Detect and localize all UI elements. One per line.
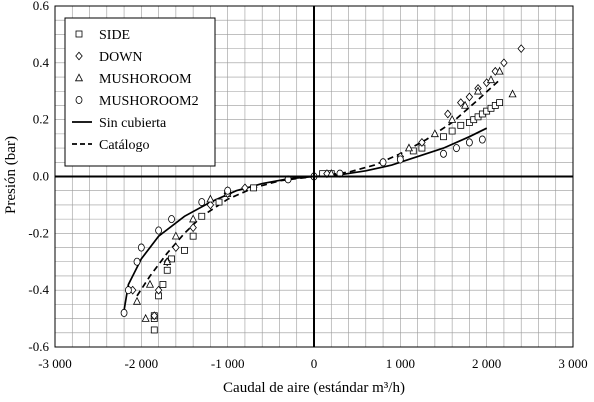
data-point-mushoroom2 xyxy=(465,138,473,147)
legend-label-mushoroom: MUSHOROOM xyxy=(99,72,192,87)
data-point-mushoroom2 xyxy=(124,286,132,295)
data-point-side xyxy=(457,121,465,129)
data-point-side xyxy=(215,198,223,206)
data-point-mushoroom xyxy=(141,313,150,322)
plot-frame xyxy=(54,5,574,348)
data-point-mushoroom2 xyxy=(440,149,447,158)
legend-marker-down xyxy=(75,51,83,61)
legend-label-mushoroom2: MUSHOROOM2 xyxy=(99,94,199,109)
x-tick-label: 1 000 xyxy=(386,356,415,371)
data-point-side xyxy=(181,246,188,254)
data-point-side xyxy=(448,127,456,135)
x-tick-label: 3 000 xyxy=(558,356,587,371)
legend-label-cat-logo: Catálogo xyxy=(99,138,150,153)
data-point-down xyxy=(206,200,215,210)
data-point-down xyxy=(457,98,465,108)
data-point-down xyxy=(465,92,474,102)
data-point-mushoroom xyxy=(206,194,215,203)
data-point-mushoroom xyxy=(171,231,180,240)
data-point-mushoroom2 xyxy=(133,257,141,266)
data-point-mushoroom2 xyxy=(120,308,128,317)
legend-label-down: DOWN xyxy=(99,50,143,65)
data-point-down xyxy=(150,311,159,321)
y-axis-title: Presión (bar) xyxy=(3,136,19,214)
data-point-mushoroom xyxy=(430,129,439,138)
data-point-mushoroom2 xyxy=(379,158,387,167)
data-point-side xyxy=(250,184,257,192)
x-tick-label: 0 xyxy=(311,356,318,371)
y-tick-label: 0.2 xyxy=(33,112,49,127)
data-point-mushoroom xyxy=(189,214,198,223)
x-tick-label: -3 000 xyxy=(38,356,72,371)
data-point-mushoroom xyxy=(163,257,172,265)
plot-data xyxy=(120,44,525,334)
data-point-side xyxy=(163,266,171,274)
data-point-down xyxy=(444,109,452,119)
data-point-mushoroom2 xyxy=(137,243,145,252)
x-tick-label: 2 000 xyxy=(472,356,501,371)
data-point-mushoroom xyxy=(473,86,483,95)
y-tick-label: 0.6 xyxy=(33,0,50,13)
data-point-mushoroom2 xyxy=(224,186,232,195)
x-tick-label: -1 000 xyxy=(211,356,245,371)
data-point-mushoroom2 xyxy=(168,215,175,224)
tick-labels: -3 000 -2 000 -1 000 0 1 000 2 000 3 000 -0.6 -0… xyxy=(28,0,587,371)
x-tick-label: -2 000 xyxy=(125,356,159,371)
data-point-side xyxy=(189,232,197,240)
data-point-down xyxy=(241,183,249,193)
data-point-down xyxy=(418,137,426,147)
y-tick-label: -0.6 xyxy=(28,339,49,354)
data-point-mushoroom xyxy=(495,66,504,75)
legend-marker-side xyxy=(75,30,83,38)
data-point-side xyxy=(159,281,167,288)
data-point-down xyxy=(189,223,197,233)
legend-marker-mushoroom2 xyxy=(75,96,83,105)
data-point-mushoroom2 xyxy=(453,144,460,153)
data-point-mushoroom xyxy=(145,279,155,288)
y-tick-label: -0.4 xyxy=(28,282,49,297)
data-point-mushoroom2 xyxy=(198,198,206,207)
data-point-mushoroom2 xyxy=(155,226,163,235)
legend-label-sin-cubierta: Sin cubierta xyxy=(99,116,167,131)
legend: SIDE DOWN MUSHOROOM MUSHOROOM2 Sin cubierta C… xyxy=(64,17,216,167)
data-point-side xyxy=(198,212,206,220)
data-point-mushoroom xyxy=(508,89,517,98)
y-tick-label: -0.2 xyxy=(28,225,49,240)
data-point-mushoroom xyxy=(132,296,142,305)
x-axis-title: Caudal de aire (estándar m³/h) xyxy=(223,380,405,396)
data-point-mushoroom xyxy=(461,100,470,109)
data-point-mushoroom2 xyxy=(478,135,486,144)
y-tick-label: 0.4 xyxy=(33,55,50,70)
data-point-down xyxy=(172,243,180,252)
data-point-down xyxy=(154,285,163,295)
data-point-side xyxy=(496,99,504,107)
data-point-mushoroom xyxy=(486,75,496,84)
data-point-mushoroom2 xyxy=(396,155,404,164)
data-point-down xyxy=(500,58,508,68)
y-tick-label: 0.0 xyxy=(33,169,49,184)
legend-box xyxy=(64,17,216,167)
data-point-side xyxy=(440,133,447,141)
data-point-mushoroom xyxy=(448,114,457,123)
legend-marker-mushoroom xyxy=(74,73,84,82)
data-point-mushoroom xyxy=(404,143,414,152)
legend-label-side: SIDE xyxy=(99,28,130,43)
data-point-side xyxy=(150,326,158,334)
data-point-down xyxy=(517,44,525,54)
